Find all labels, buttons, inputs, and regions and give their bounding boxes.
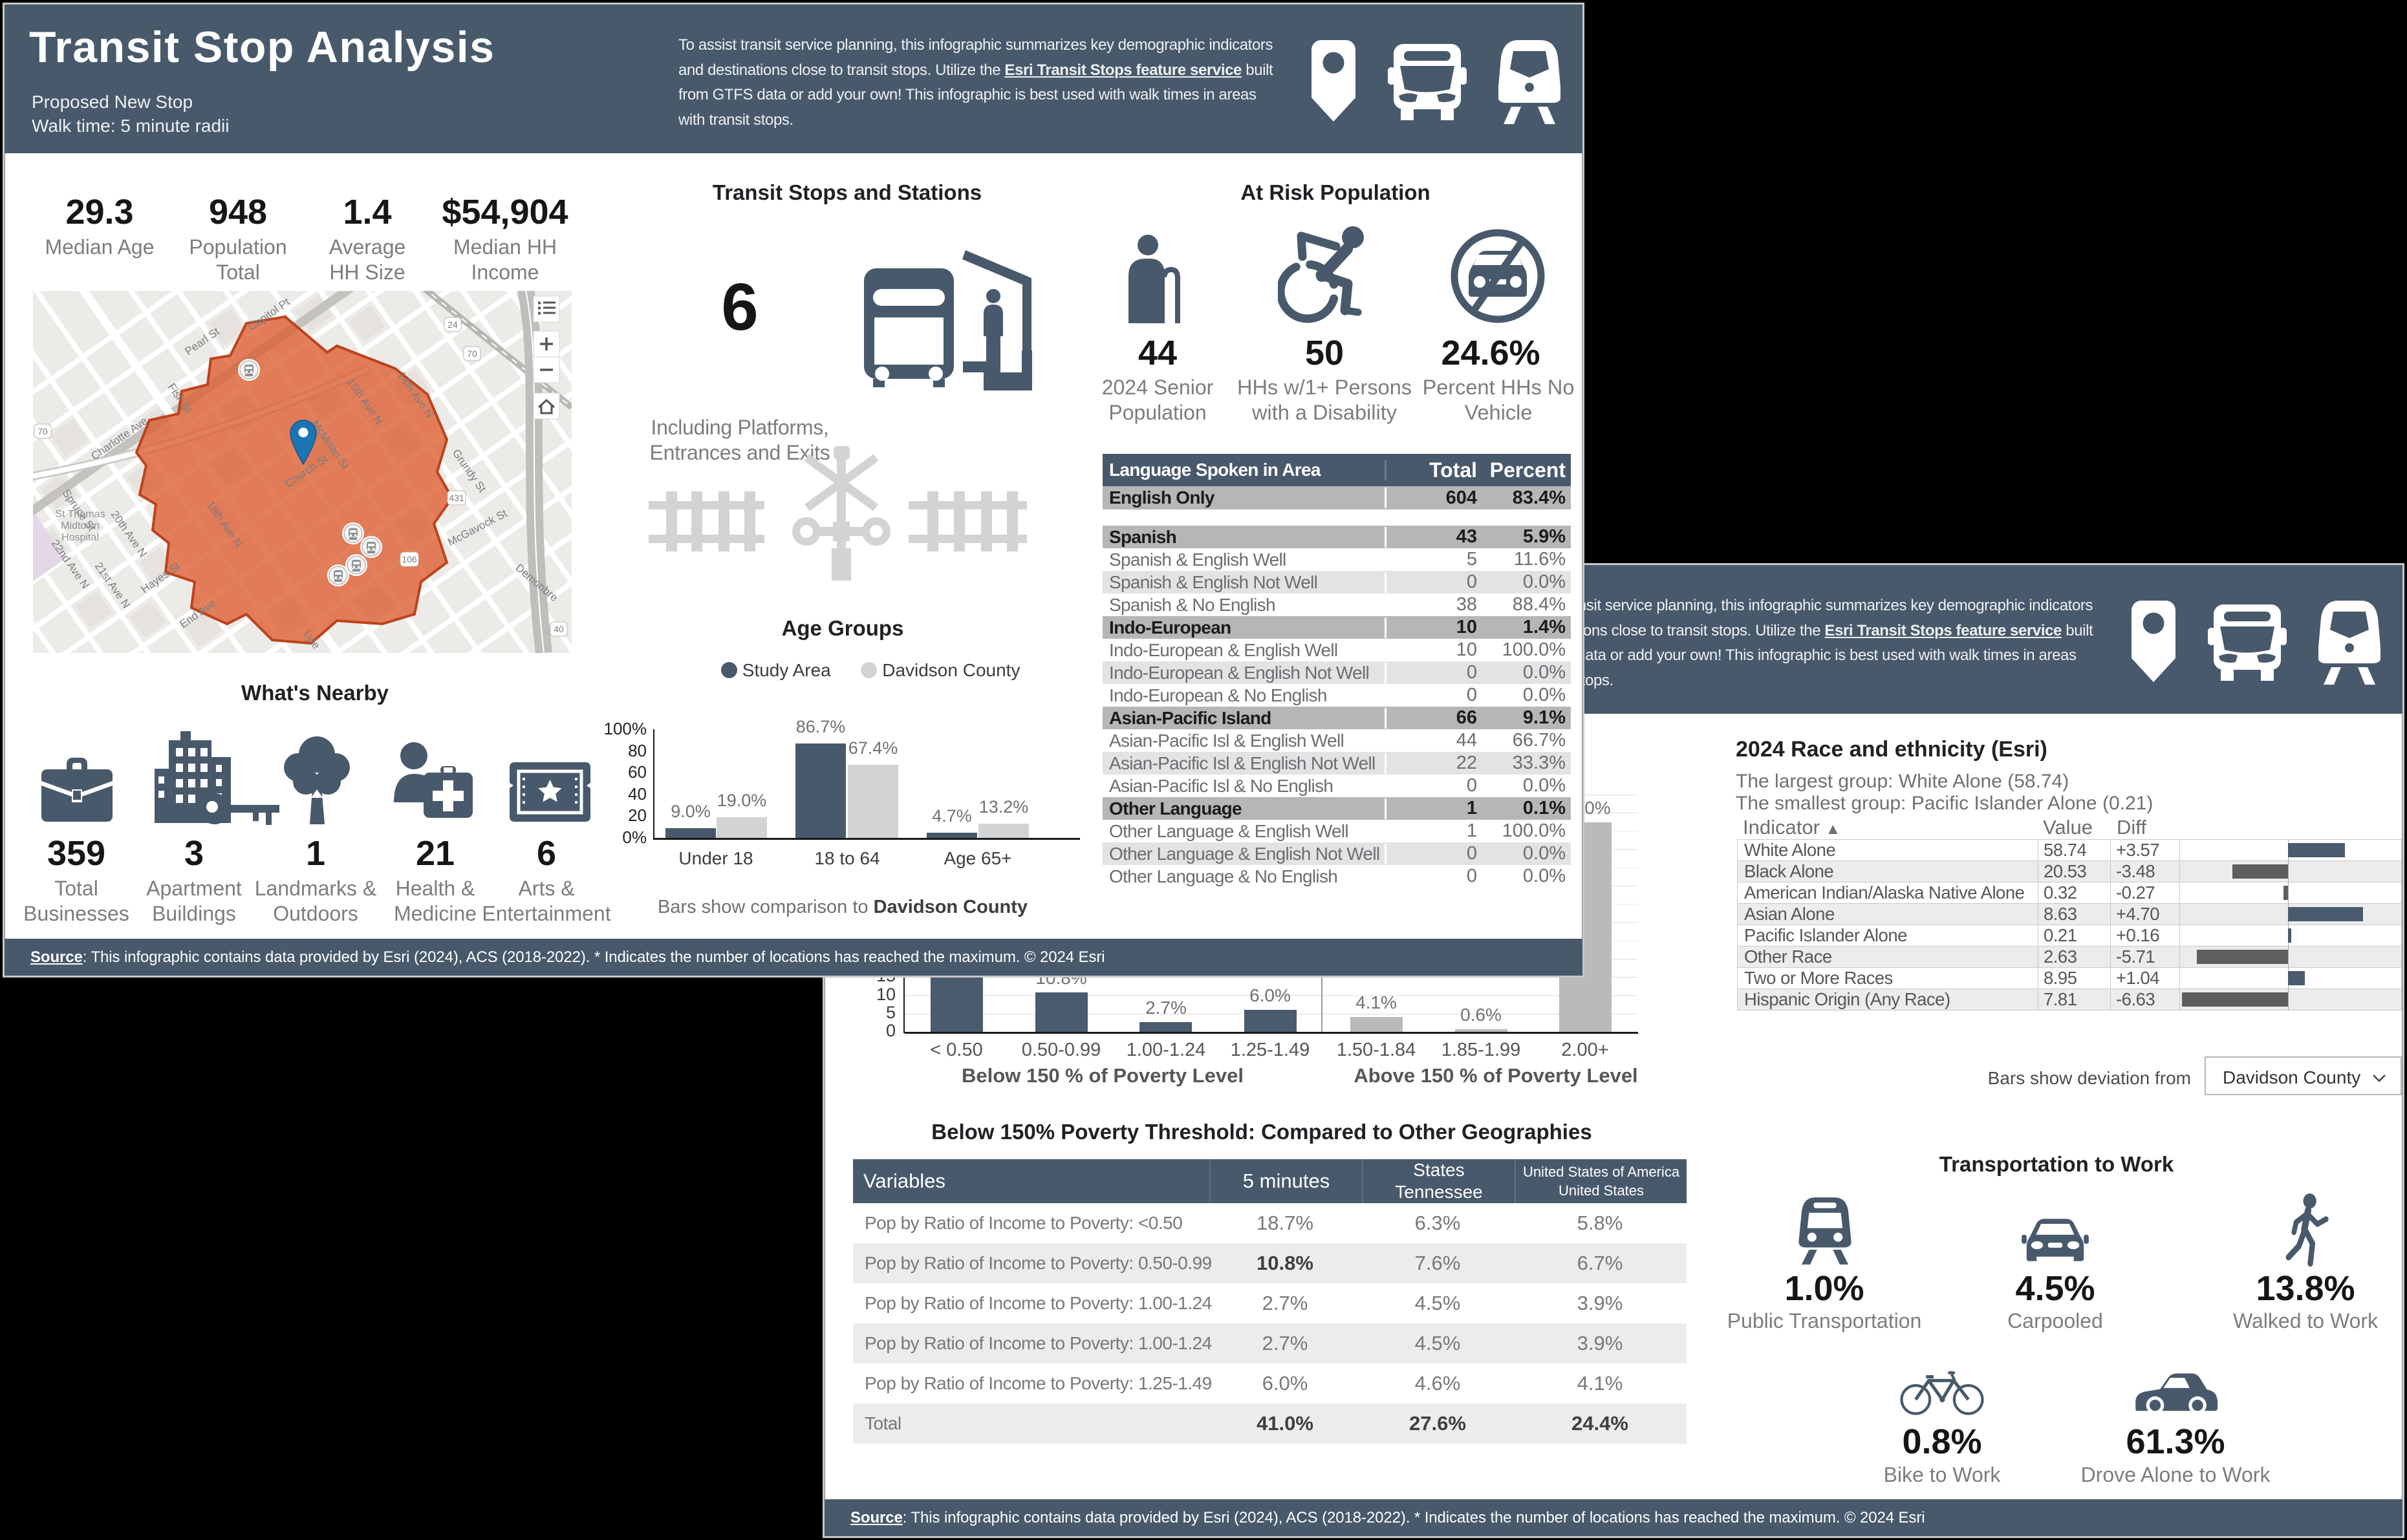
svg-text:70: 70 bbox=[467, 348, 477, 359]
svg-text:24: 24 bbox=[448, 319, 458, 330]
svg-text:40: 40 bbox=[554, 624, 564, 634]
svg-text:Hospital: Hospital bbox=[61, 532, 99, 543]
svg-text:Midtown: Midtown bbox=[61, 520, 100, 531]
svg-text:St Thomas: St Thomas bbox=[55, 509, 105, 520]
svg-text:70: 70 bbox=[38, 426, 48, 436]
svg-text:431: 431 bbox=[449, 493, 464, 503]
svg-text:106: 106 bbox=[402, 554, 417, 564]
